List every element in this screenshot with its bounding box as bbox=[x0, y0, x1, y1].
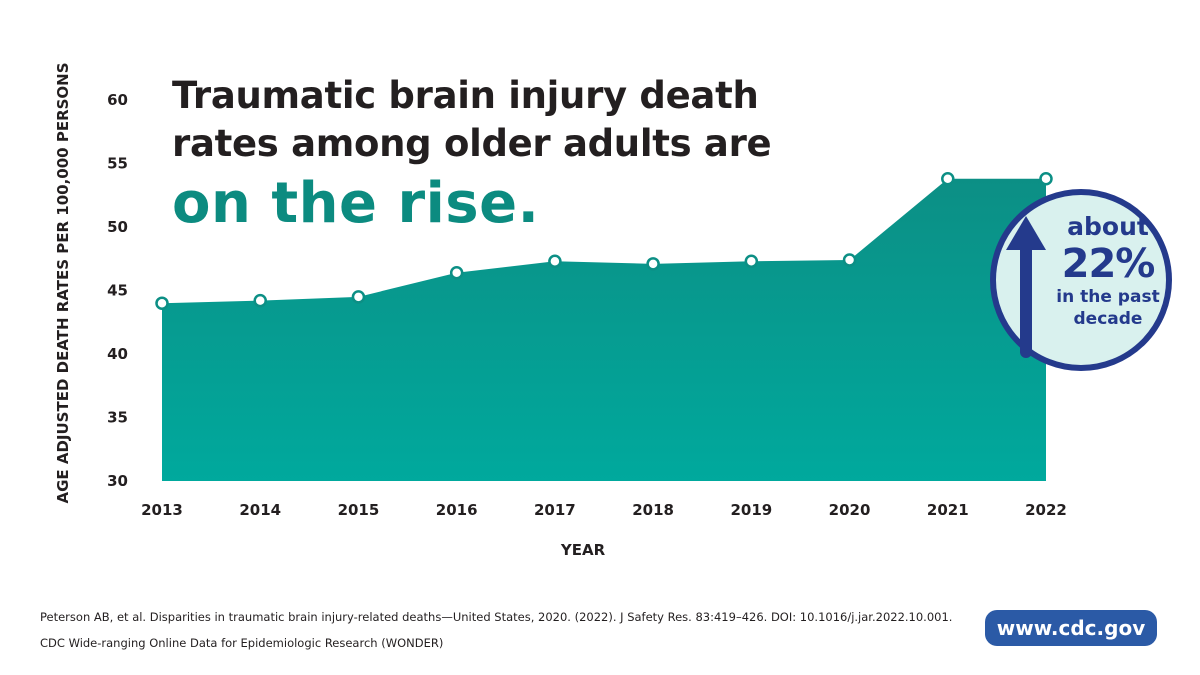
data-area bbox=[162, 178, 1046, 482]
data-point-2019 bbox=[744, 254, 759, 269]
x-tick-label-2021: 2021 bbox=[927, 501, 969, 519]
y-tick-label: 35 bbox=[107, 409, 128, 427]
y-tick-label: 30 bbox=[107, 472, 128, 490]
badge-in-the-past: in the past bbox=[1056, 287, 1160, 307]
cdc-website-link[interactable]: www.cdc.gov bbox=[985, 610, 1157, 646]
data-point-2022 bbox=[1039, 171, 1053, 186]
y-tick-label: 55 bbox=[107, 155, 128, 173]
y-tick-label: 40 bbox=[107, 345, 128, 363]
source-citation-1: Peterson AB, et al. Disparities in traum… bbox=[40, 610, 953, 624]
y-axis-title: AGE ADJUSTED DEATH RATES PER 100,000 PER… bbox=[54, 62, 72, 503]
x-tick-label-2017: 2017 bbox=[534, 501, 576, 519]
badge-about: about bbox=[1067, 212, 1149, 241]
data-point-2014 bbox=[253, 293, 267, 308]
y-tick-label: 50 bbox=[107, 218, 128, 236]
x-tick-label-2019: 2019 bbox=[730, 501, 772, 519]
x-tick-label-2016: 2016 bbox=[436, 501, 478, 519]
source-citation-2: CDC Wide-ranging Online Data for Epidemi… bbox=[40, 636, 444, 650]
x-tick-label-2022: 2022 bbox=[1025, 501, 1067, 519]
increase-badge-text: about 22% in the past decade bbox=[1022, 212, 1172, 330]
x-tick-label-2014: 2014 bbox=[239, 501, 281, 519]
badge-decade: decade bbox=[1073, 309, 1143, 329]
x-tick-label-2018: 2018 bbox=[632, 501, 674, 519]
y-tick-label: 45 bbox=[107, 282, 128, 300]
data-point-2015 bbox=[351, 290, 366, 304]
data-point-2016 bbox=[449, 265, 464, 280]
data-point-2018 bbox=[646, 257, 660, 271]
data-point-2017 bbox=[548, 254, 562, 269]
headline-line-1: Traumatic brain injury death bbox=[172, 74, 759, 117]
x-tick-label-2020: 2020 bbox=[829, 501, 871, 519]
x-tick-label-2013: 2013 bbox=[141, 501, 183, 519]
data-point-2021 bbox=[941, 171, 955, 186]
y-tick-label: 60 bbox=[107, 91, 128, 109]
badge-percent: 22% bbox=[1061, 241, 1156, 287]
headline: Traumatic brain injury death rates among… bbox=[172, 72, 812, 238]
headline-accent: on the rise. bbox=[172, 171, 540, 236]
headline-line-2: rates among older adults are bbox=[172, 122, 772, 165]
data-point-2020 bbox=[842, 253, 857, 267]
x-tick-label-2015: 2015 bbox=[338, 501, 380, 519]
x-axis-title: YEAR bbox=[560, 541, 606, 559]
arrow-up-head-icon bbox=[1006, 216, 1046, 250]
data-point-2013 bbox=[155, 296, 169, 310]
